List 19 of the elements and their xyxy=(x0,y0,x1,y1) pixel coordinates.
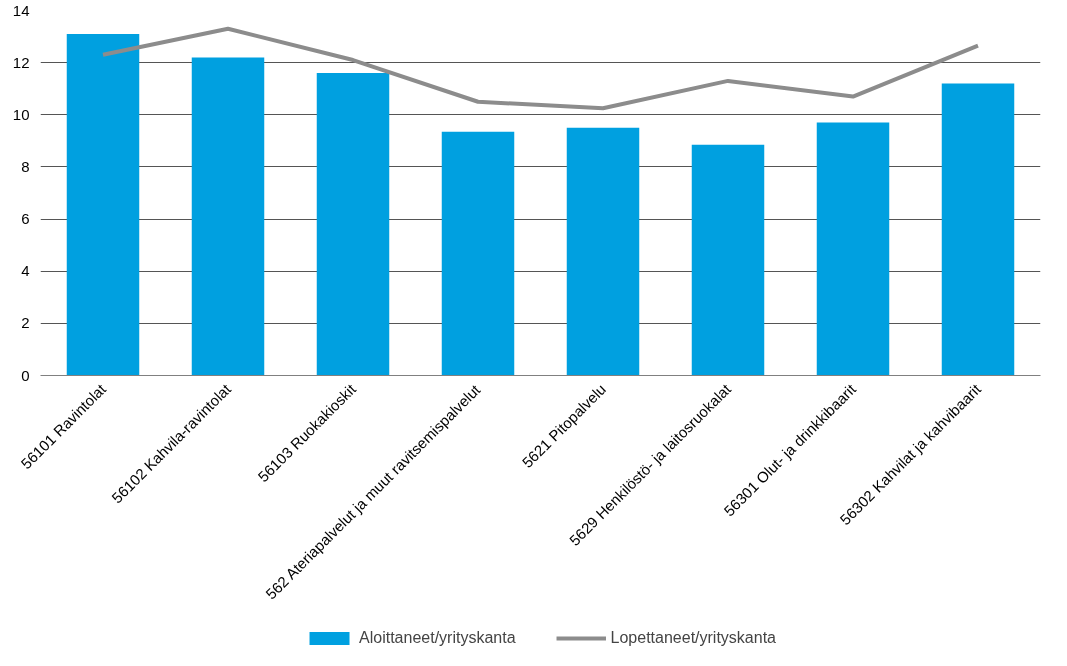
bar xyxy=(566,127,640,376)
legend-label: Lopettaneet/yrityskanta xyxy=(610,628,776,647)
bar xyxy=(316,73,390,376)
bar xyxy=(441,131,515,376)
y-tick-label: 14 xyxy=(12,1,30,19)
y-tick-label: 4 xyxy=(21,262,30,280)
bar xyxy=(941,83,1015,376)
y-tick-label: 2 xyxy=(21,314,30,332)
bar xyxy=(66,33,140,376)
y-tick-label: 8 xyxy=(21,157,30,175)
y-tick-label: 0 xyxy=(21,366,30,384)
y-tick-label: 10 xyxy=(12,105,30,123)
y-tick-label: 12 xyxy=(12,53,30,71)
line-series xyxy=(101,26,980,111)
bar xyxy=(191,57,265,376)
bar xyxy=(816,122,890,376)
legend-label: Aloittaneet/yrityskanta xyxy=(359,628,516,647)
bar xyxy=(691,144,765,376)
y-tick-label: 6 xyxy=(21,210,30,228)
